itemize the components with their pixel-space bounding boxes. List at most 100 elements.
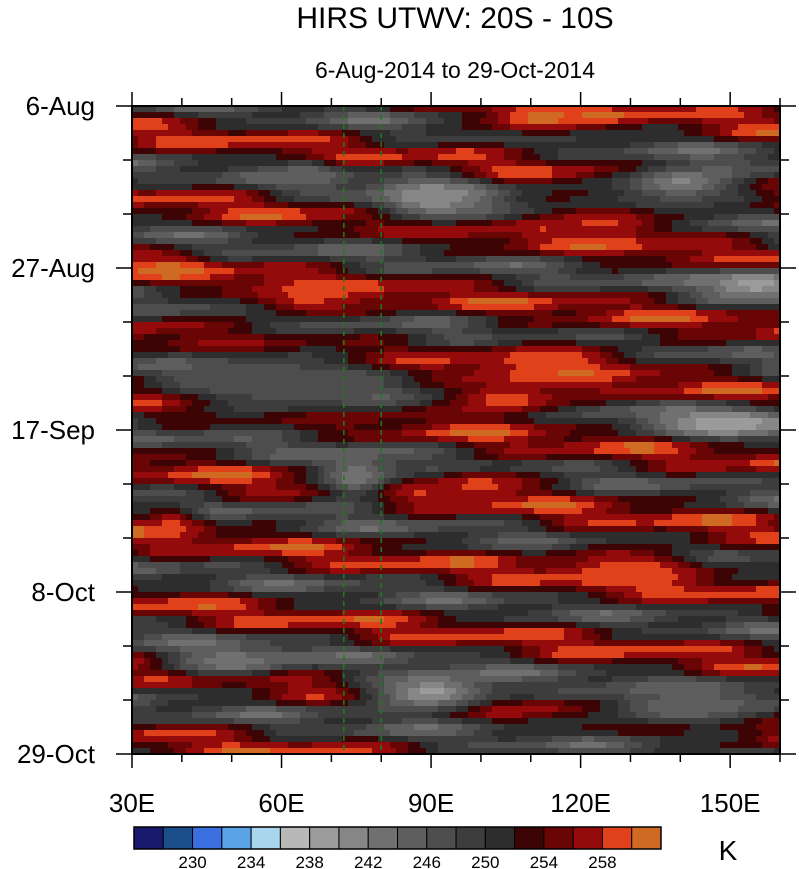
field-cell: [138, 136, 157, 143]
field-cell: [402, 238, 511, 245]
field-cell: [552, 310, 577, 317]
field-cell: [600, 352, 613, 359]
field-cell: [456, 442, 475, 449]
field-cell: [132, 136, 139, 143]
field-cell: [582, 178, 613, 185]
field-cell: [228, 166, 259, 173]
field-cell: [576, 124, 607, 131]
field-cell: [294, 574, 325, 581]
field-cell: [426, 166, 451, 173]
field-cell: [522, 262, 547, 269]
field-cell: [456, 730, 475, 737]
field-cell: [618, 598, 643, 605]
field-cell: [408, 676, 451, 683]
field-cell: [528, 394, 553, 401]
field-cell: [396, 400, 421, 407]
field-cell: [186, 526, 205, 533]
field-cell: [600, 700, 619, 707]
field-cell: [600, 478, 649, 485]
field-cell: [588, 190, 625, 197]
field-cell: [264, 610, 343, 617]
field-cell: [150, 514, 163, 521]
field-cell: [738, 736, 757, 743]
field-cell: [246, 442, 289, 449]
field-cell: [750, 364, 763, 371]
field-cell: [618, 118, 649, 125]
field-cell: [630, 550, 655, 557]
field-cell: [180, 646, 241, 653]
field-cell: [270, 568, 289, 575]
field-cell: [384, 268, 433, 275]
field-cell: [528, 202, 637, 209]
field-cell: [696, 424, 757, 431]
field-cell: [246, 652, 337, 659]
field-cell: [276, 526, 301, 533]
field-cell: [336, 688, 349, 695]
field-cell: [714, 202, 751, 209]
field-cell: [744, 154, 769, 161]
field-cell: [294, 472, 307, 479]
field-cell: [720, 496, 739, 503]
field-cell: [774, 526, 780, 533]
field-cell: [354, 436, 439, 443]
field-cell: [522, 484, 541, 491]
field-cell: [192, 130, 229, 137]
field-cell: [462, 694, 475, 701]
field-cell: [180, 334, 265, 341]
field-cell: [498, 556, 517, 563]
field-cell: [636, 712, 661, 719]
field-cell: [384, 658, 409, 665]
field-cell: [738, 610, 763, 617]
field-cell: [174, 478, 211, 485]
field-cell: [330, 568, 361, 575]
field-cell: [450, 298, 469, 305]
field-cell: [762, 220, 780, 227]
field-cell: [486, 322, 499, 329]
field-cell: [246, 118, 307, 125]
field-cell: [150, 550, 283, 557]
field-cell: [312, 562, 331, 569]
field-cell: [192, 514, 205, 521]
colorbar-swatch: [221, 826, 252, 850]
field-cell: [150, 700, 169, 707]
field-cell: [540, 472, 565, 479]
field-cell: [414, 490, 427, 497]
field-cell: [564, 520, 589, 527]
field-cell: [186, 214, 205, 221]
field-cell: [504, 412, 529, 419]
field-cell: [660, 418, 679, 425]
field-cell: [132, 454, 187, 461]
field-cell: [528, 718, 649, 725]
field-cell: [480, 466, 511, 473]
colorbar-frame: [133, 826, 662, 850]
field-cell: [732, 238, 751, 245]
field-cell: [612, 676, 649, 683]
field-cell: [420, 400, 433, 407]
field-cell: [372, 202, 385, 209]
field-cell: [402, 424, 433, 431]
field-cell: [378, 334, 409, 341]
field-cell: [300, 112, 325, 119]
field-cell: [348, 442, 439, 449]
field-cell: [174, 112, 199, 119]
field-cell: [690, 316, 709, 323]
field-cell: [558, 370, 595, 377]
field-cell: [540, 214, 565, 221]
field-cell: [132, 292, 145, 299]
field-cell: [552, 466, 601, 473]
field-cell: [690, 724, 721, 731]
field-cell: [744, 652, 763, 659]
field-cell: [516, 220, 583, 227]
field-cell: [144, 334, 181, 341]
field-cell: [504, 148, 523, 155]
field-cell: [132, 574, 163, 581]
field-cell: [216, 178, 247, 185]
field-cell: [192, 400, 211, 407]
field-cell: [756, 130, 780, 137]
field-cell: [372, 484, 379, 491]
field-cell: [408, 526, 439, 533]
y-tick-label: 27-Aug: [11, 253, 95, 283]
field-cell: [438, 142, 505, 149]
field-cell: [750, 370, 763, 377]
field-cell: [552, 394, 715, 401]
